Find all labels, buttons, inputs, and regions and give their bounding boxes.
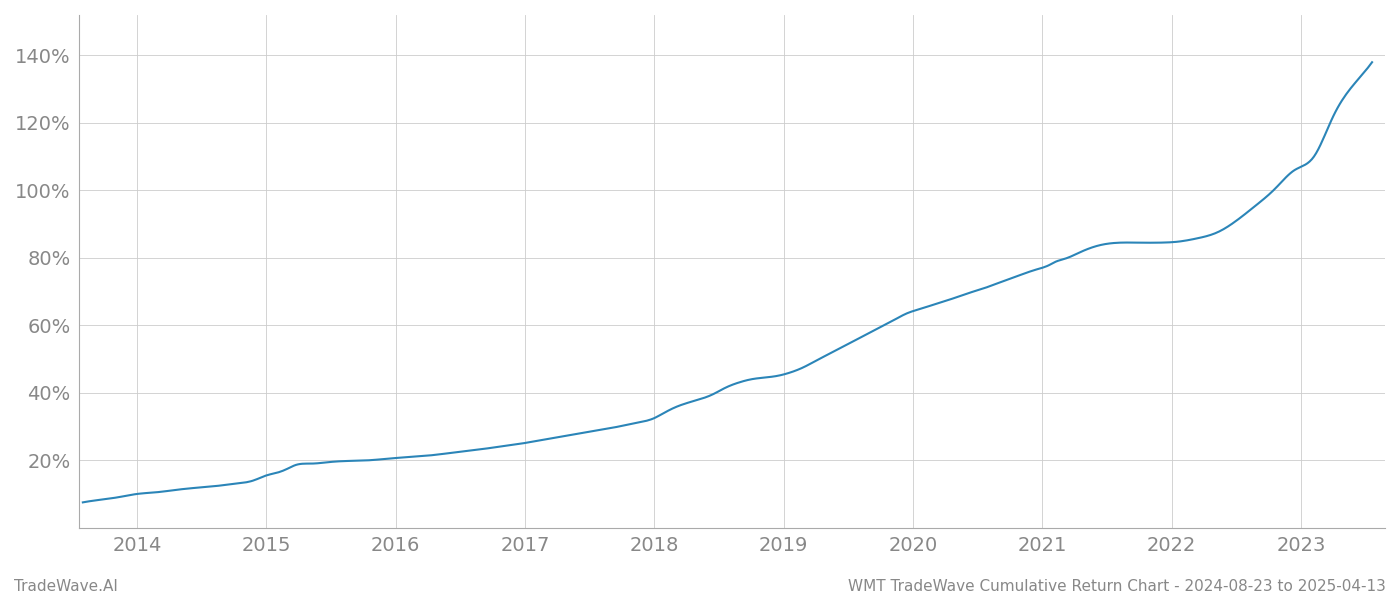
Text: WMT TradeWave Cumulative Return Chart - 2024-08-23 to 2025-04-13: WMT TradeWave Cumulative Return Chart - … bbox=[848, 579, 1386, 594]
Text: TradeWave.AI: TradeWave.AI bbox=[14, 579, 118, 594]
